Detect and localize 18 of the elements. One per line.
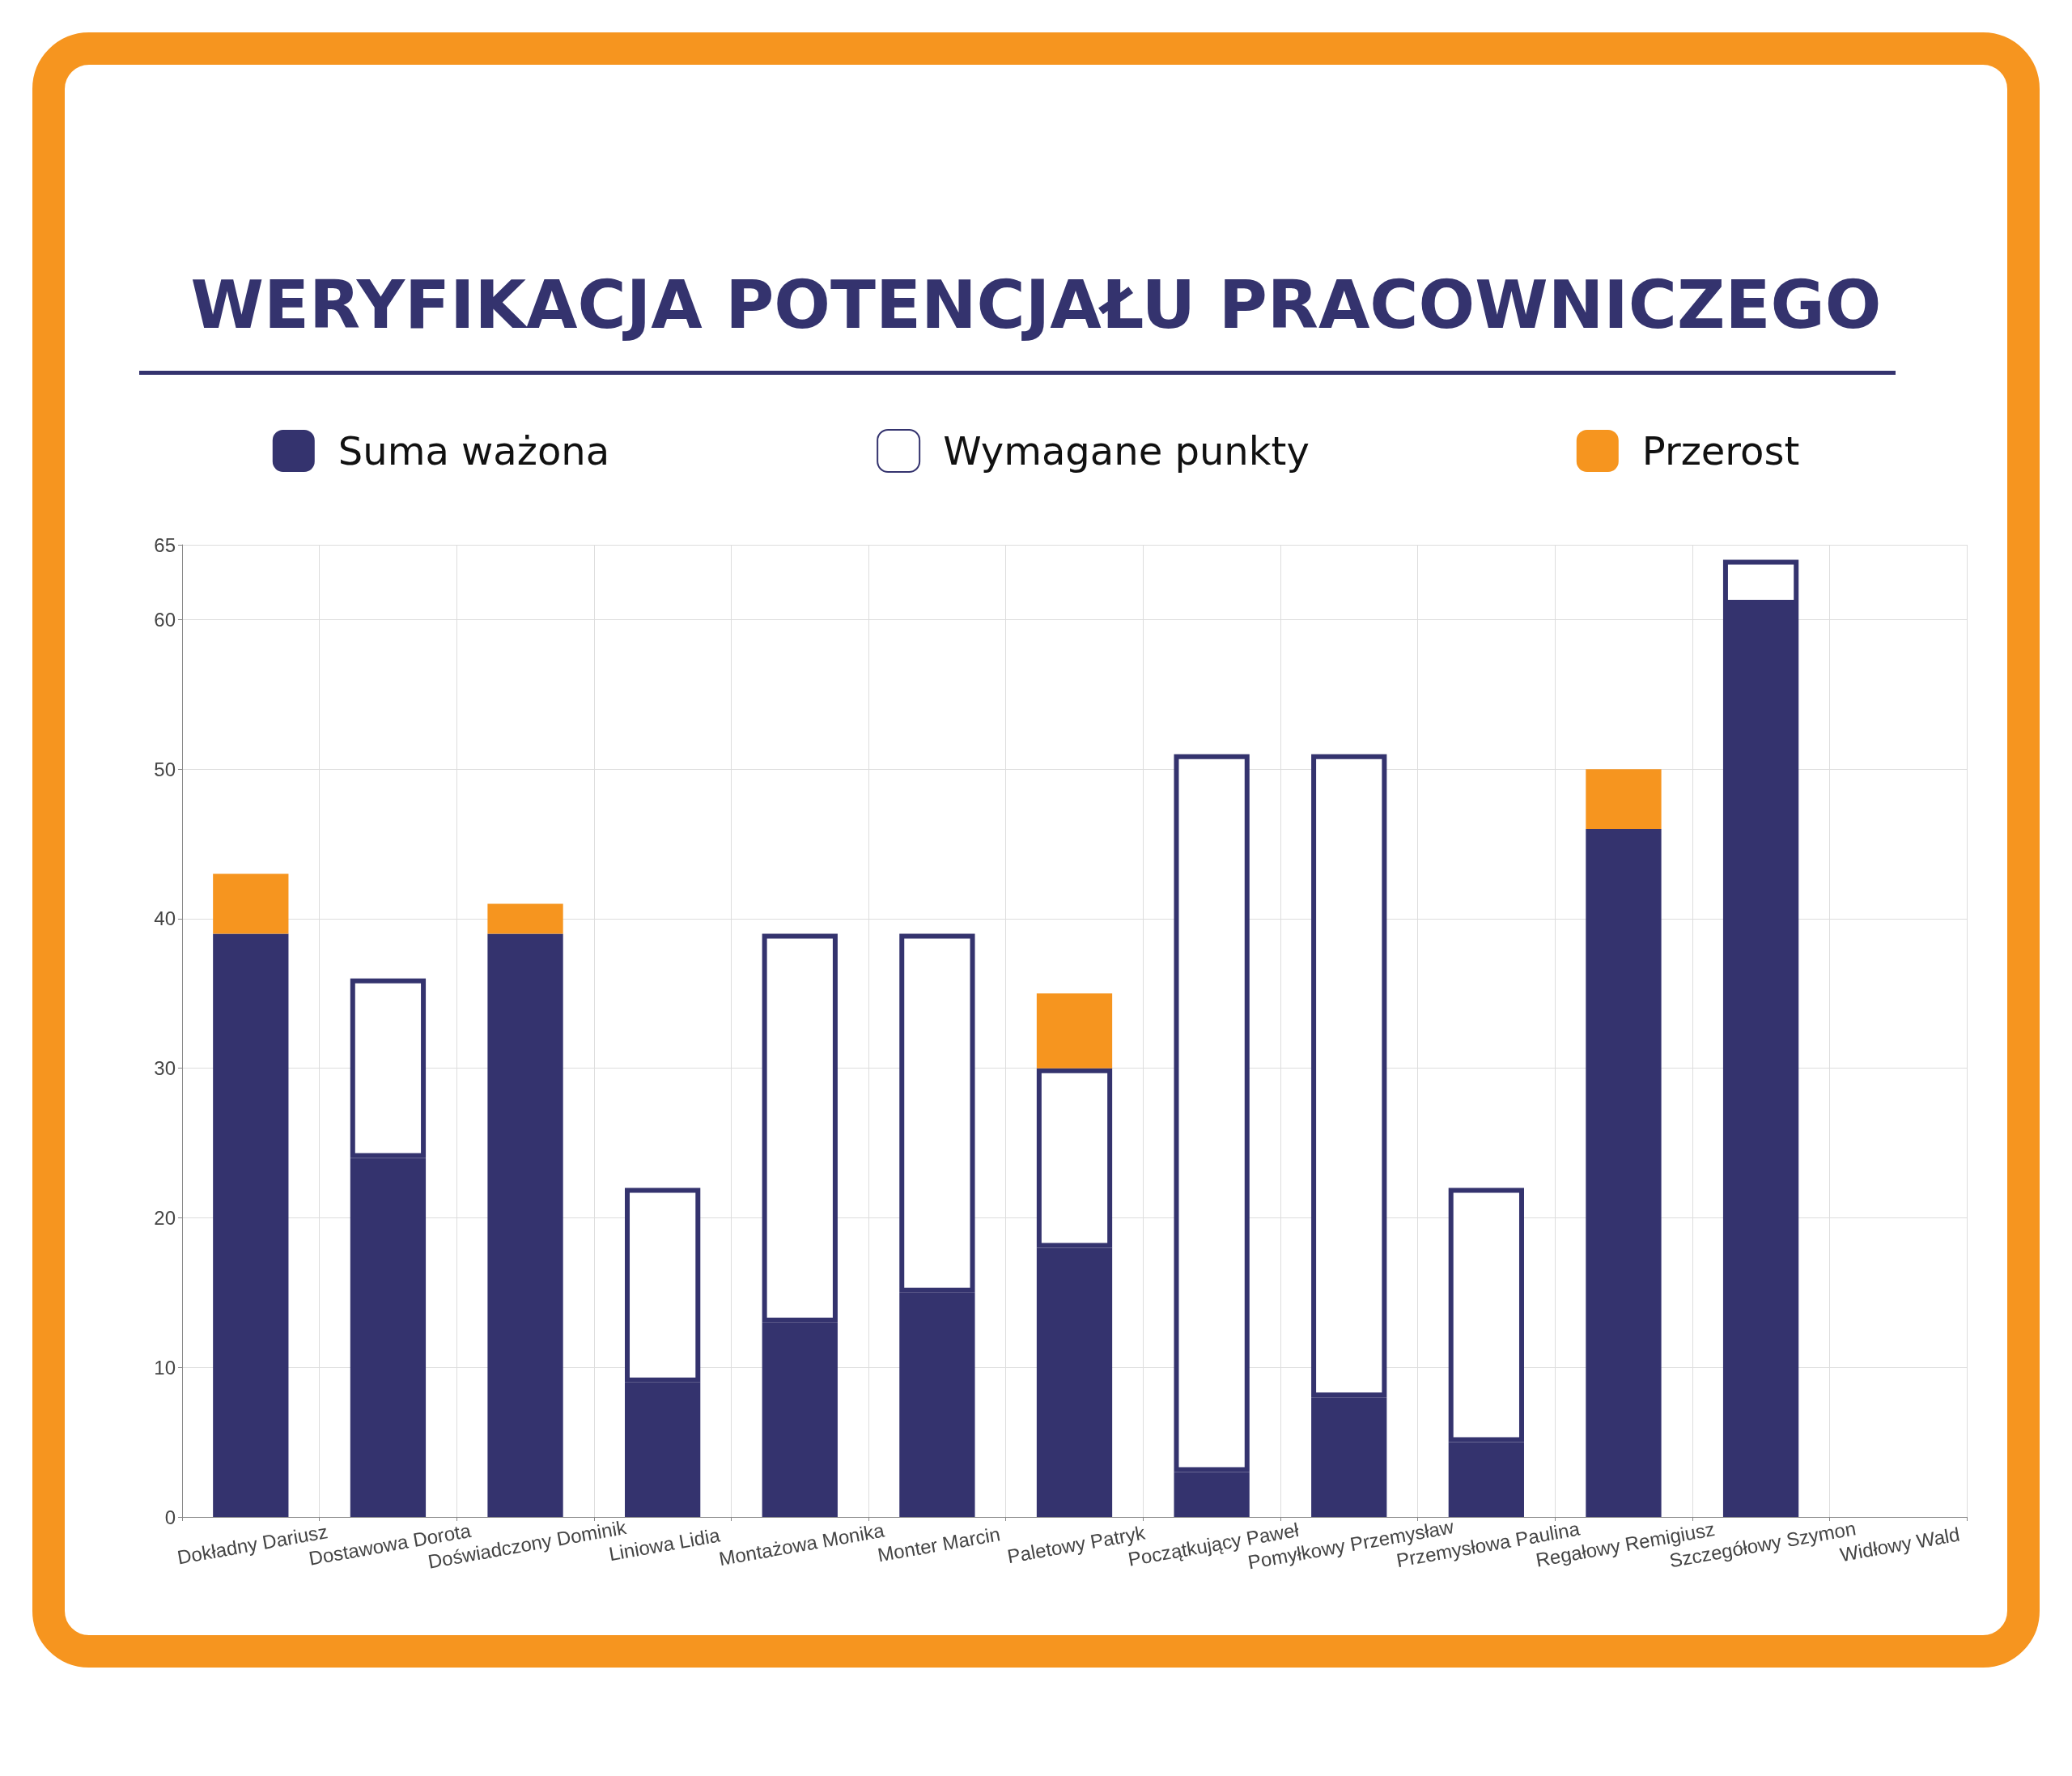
bar <box>1586 769 1662 830</box>
legend-label: Suma ważona <box>338 428 610 474</box>
legend-label: Przerost <box>1641 428 1800 474</box>
y-tick-label: 65 <box>154 533 176 556</box>
bar <box>213 933 289 1517</box>
bar <box>487 933 563 1517</box>
bar <box>213 873 289 934</box>
y-tick-label: 40 <box>154 907 176 930</box>
y-tick-label: 50 <box>154 758 176 780</box>
y-tick-label: 0 <box>164 1506 176 1528</box>
legend-label: Wymagane punkty <box>943 428 1310 474</box>
chart-title: WERYFIKACJA POTENCJAŁU PRACOWNICZEGO <box>190 266 1882 343</box>
y-tick-label: 20 <box>154 1206 176 1229</box>
y-tick-label: 60 <box>154 608 176 631</box>
bar <box>1586 829 1662 1517</box>
y-tick-label: 30 <box>154 1057 176 1080</box>
bar <box>487 903 563 934</box>
y-tick-label: 10 <box>154 1356 176 1379</box>
